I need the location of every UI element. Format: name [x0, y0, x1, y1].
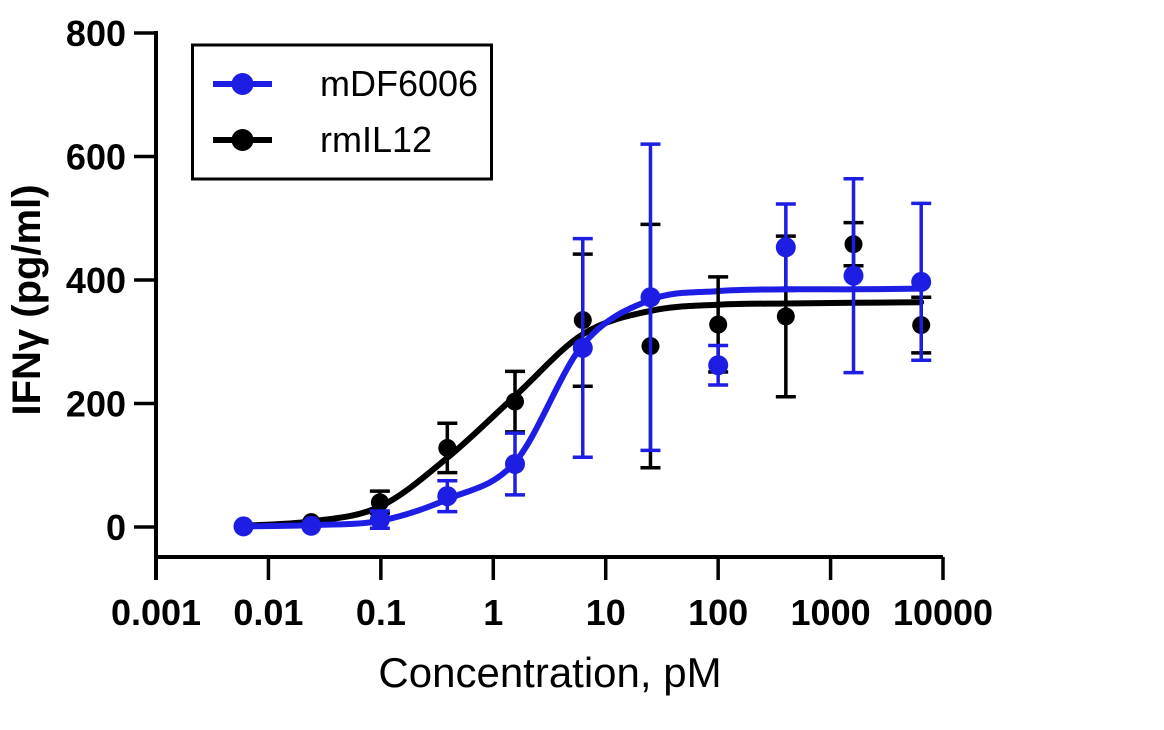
y-tick-label: 0: [106, 507, 126, 548]
data-point-mDF6006: [505, 454, 525, 474]
data-point-mDF6006: [233, 516, 254, 537]
axes: 0.001 0.01 0.1 1 10 100 1000 10000 0 200 400 600 800: [66, 13, 993, 633]
y-tick-label: 200: [66, 384, 126, 425]
data-point-rmIL12: [776, 307, 795, 326]
data-point-mDF6006: [708, 355, 729, 376]
legend: mDF6006 rmIL12: [191, 43, 493, 181]
x-tick-label: 0.001: [111, 592, 201, 633]
x-tick-label: 0.1: [356, 592, 406, 633]
data-point-mDF6006: [301, 515, 322, 536]
data-point-mDF6006: [911, 271, 932, 292]
x-tick-label: 1000: [791, 592, 871, 633]
x-tick-label: 100: [688, 592, 748, 633]
data-point-mDF6006: [640, 287, 661, 308]
legend-marker-mDF6006: [231, 73, 254, 95]
data-point-rmIL12: [438, 439, 457, 457]
fit-curve-rmIL12: [240, 299, 925, 529]
data-point-mDF6006: [437, 486, 458, 507]
x-tick-label: 10: [586, 592, 626, 633]
legend-marker-rmIL12: [231, 129, 254, 151]
data-point-rmIL12: [370, 493, 389, 512]
y-axis-title: IFNγ (pg/ml): [5, 184, 49, 415]
data-point-rmIL12: [709, 315, 728, 334]
x-tick-label: 0.01: [233, 592, 303, 633]
x-tick-label: 10000: [893, 592, 993, 633]
legend-label-mDF6006: mDF6006: [320, 63, 478, 104]
data-point-mDF6006: [843, 265, 864, 286]
data-point-mDF6006: [775, 237, 796, 258]
series-mDF6006: [233, 142, 932, 537]
data-points: [233, 142, 932, 537]
data-point-rmIL12: [506, 392, 524, 411]
y-tick-label: 400: [66, 260, 126, 301]
legend-label-rmIL12: rmIL12: [320, 119, 432, 160]
x-axis-title: Concentration, pM: [378, 649, 721, 696]
y-tick-label: 600: [66, 137, 126, 178]
data-point-mDF6006: [369, 509, 390, 530]
legend-box: [191, 43, 493, 181]
y-tick-label: 800: [66, 13, 126, 54]
data-point-mDF6006: [572, 337, 593, 358]
x-tick-label: 1: [483, 592, 503, 633]
